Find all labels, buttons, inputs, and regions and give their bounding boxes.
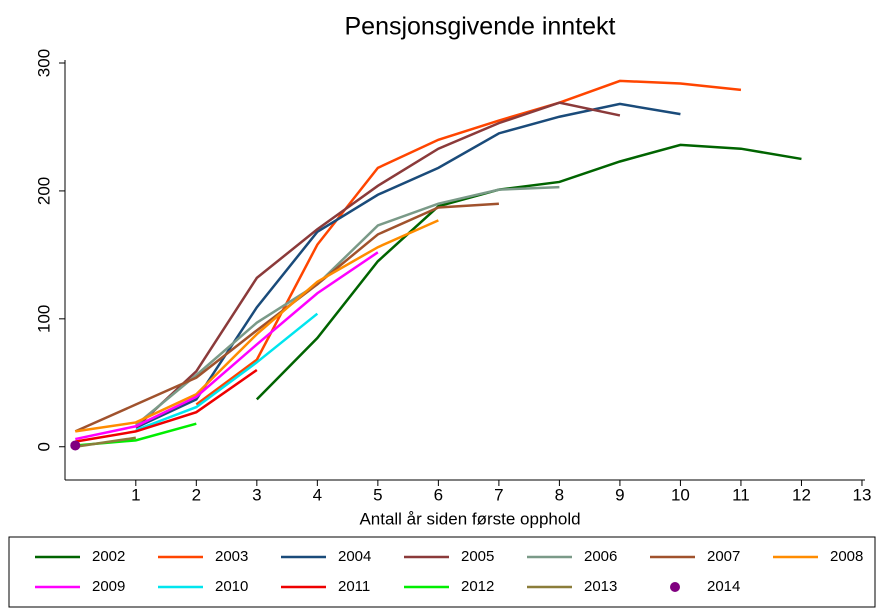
marker	[70, 440, 81, 451]
legend-label: 2003	[215, 548, 248, 565]
y-tick-label: 300	[34, 49, 53, 77]
series-line	[75, 436, 136, 448]
y-tick-label: 0	[34, 442, 53, 451]
legend-label: 2002	[92, 548, 125, 565]
x-axis-label: Antall år siden første opphold	[359, 509, 580, 528]
chart-title: Pensjonsgivende inntekt	[344, 13, 615, 41]
x-tick-label: 7	[494, 485, 503, 504]
series-line	[134, 101, 621, 429]
series-line	[75, 219, 439, 433]
x-tick-label: 4	[313, 485, 322, 504]
legend-label: 2014	[707, 578, 740, 595]
y-tick-label: 100	[34, 305, 53, 333]
x-tick-label: 13	[853, 485, 872, 504]
series-line	[75, 368, 258, 443]
x-tick-label: 12	[792, 485, 811, 504]
legend-label: 2009	[92, 578, 125, 595]
series-line	[135, 185, 560, 426]
series-line	[135, 312, 319, 432]
legend-label: 2005	[461, 548, 494, 565]
x-tick-label: 11	[732, 485, 750, 504]
x-tick-label: 6	[434, 485, 443, 504]
legend-label: 2012	[461, 578, 494, 595]
x-tick-label: 9	[615, 485, 624, 504]
legend-label: 2008	[830, 548, 863, 565]
x-tick-label: 8	[555, 485, 564, 504]
legend-label: 2006	[584, 548, 617, 565]
x-tick-label: 10	[671, 485, 690, 504]
legend-label: 2010	[215, 578, 248, 595]
y-tick-label: 200	[34, 177, 53, 205]
legend-label: 2004	[338, 548, 371, 565]
x-tick-label: 1	[131, 485, 140, 504]
legend-label: 2011	[338, 578, 370, 595]
series-line	[255, 143, 802, 401]
series-line	[195, 79, 742, 406]
x-tick-label: 2	[192, 485, 201, 504]
legend-label: 2007	[707, 548, 740, 565]
legend-label: 2013	[584, 578, 617, 595]
x-tick-label: 3	[252, 485, 261, 504]
legend-box	[8, 536, 876, 608]
series-line	[75, 251, 379, 441]
x-tick-label: 5	[373, 485, 382, 504]
legend-marker	[670, 582, 680, 592]
